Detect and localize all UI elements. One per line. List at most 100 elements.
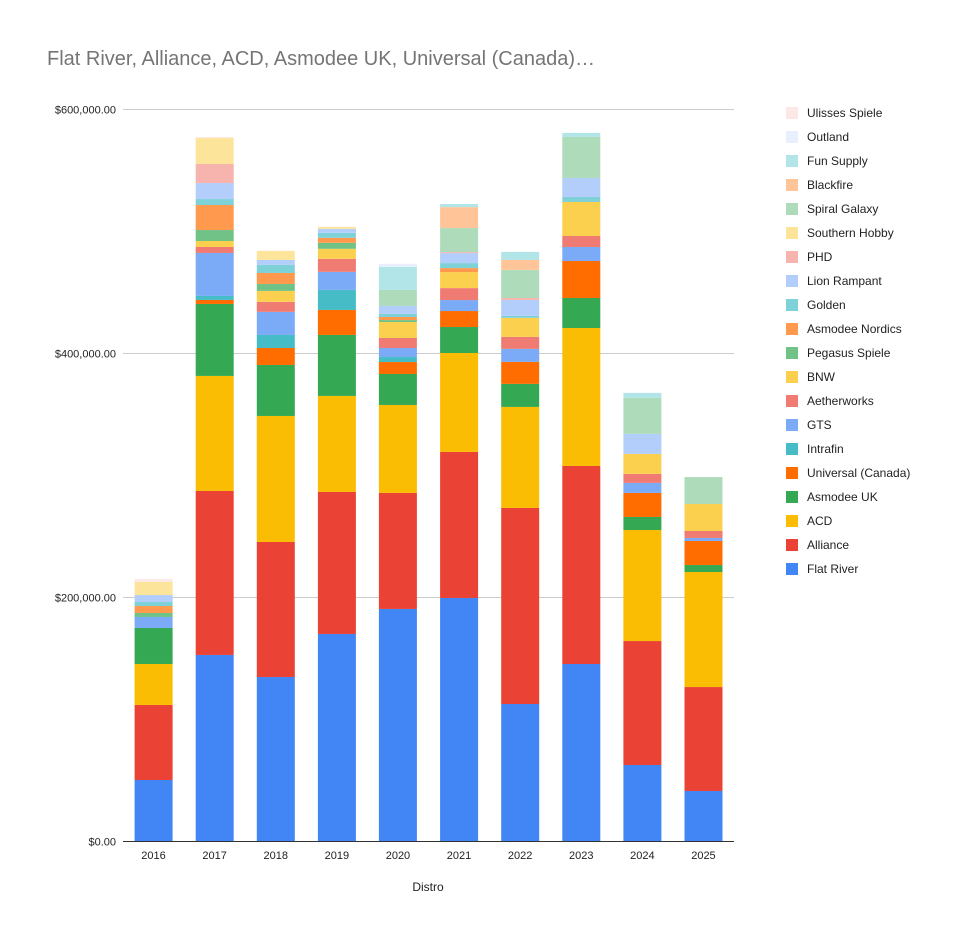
bar-segment [195,303,234,376]
bar-segment [378,322,417,338]
bar-segment [195,654,234,841]
bar-stack-2017 [195,137,234,841]
legend-swatch [786,203,798,215]
legend-label: GTS [807,418,832,432]
bar-segment [440,353,479,452]
legend-item[interactable]: Ulisses Spiele [786,101,910,125]
bar-segment [501,383,540,407]
bar-segment [195,241,234,247]
bar-stack-2016 [134,578,173,841]
legend-item[interactable]: Flat River [786,557,910,581]
bar-segment [684,565,723,572]
legend-item[interactable]: Golden [786,293,910,317]
bar-stack-2020 [378,263,417,841]
bar-segment [317,242,356,249]
bar-segment [623,397,662,434]
bar-segment [134,704,173,780]
bar-segment [440,288,479,301]
bar-segment [378,317,417,321]
chart-title: Flat River, Alliance, ACD, Asmodee UK, U… [47,48,595,70]
legend-swatch [786,323,798,335]
bar-segment [134,578,173,582]
bar-segment [378,289,417,306]
bar-segment [134,627,173,664]
legend-item[interactable]: PHD [786,245,910,269]
legend-label: Outland [807,130,850,144]
legend-swatch [786,299,798,311]
legend-label: Flat River [807,562,859,576]
bar-segment [378,266,417,290]
bar-segment [256,334,295,348]
bar-segment [317,228,356,233]
bar-segment [256,283,295,291]
legend-swatch [786,539,798,551]
bar-segment [562,246,601,262]
bar-segment [440,327,479,353]
legend-item[interactable]: Aetherworks [786,389,910,413]
bar-segment [684,571,723,688]
bar-segment [195,252,234,296]
legend-swatch [786,155,798,167]
bar-segment [440,228,479,253]
bar-stack-2021 [440,204,479,841]
bar-segment [317,232,356,238]
bar-segment [623,530,662,642]
legend-swatch [786,131,798,143]
legend-swatch [786,395,798,407]
bar-segment [134,663,173,705]
bar-segment [195,138,234,165]
legend-item[interactable]: Pegasus Spiele [786,341,910,365]
legend-item[interactable]: Spiral Galaxy [786,197,910,221]
legend-item[interactable]: BNW [786,365,910,389]
bar-segment [562,297,601,328]
bar-segment [684,504,723,531]
legend-item[interactable]: ACD [786,509,910,533]
bar-stack-2022 [501,251,540,841]
legend-item[interactable]: Southern Hobby [786,221,910,245]
bar-segment [256,272,295,284]
bar-segment [378,305,417,314]
legend-item[interactable]: Intrafin [786,437,910,461]
legend-item[interactable]: Asmodee UK [786,485,910,509]
bar-segment [623,764,662,841]
legend-swatch [786,347,798,359]
bar-segment [623,392,662,398]
bar-segment [134,606,173,613]
bar-segment [501,406,540,508]
bar-segment [195,164,234,184]
legend-label: ACD [807,514,833,528]
bar-segment [378,320,417,323]
bar-segment [317,226,356,229]
legend-label: Fun Supply [807,154,868,168]
bar-segment [501,361,540,384]
bar-segment [684,687,723,791]
bar-segment [501,317,540,337]
legend: Ulisses Spiele Outland Fun Supply Blackfire… [786,101,910,581]
bars [134,132,723,841]
legend-swatch [786,107,798,119]
legend-item[interactable]: Blackfire [786,173,910,197]
y-tick-label: $0.00 [88,837,116,849]
bar-segment [317,289,356,310]
legend-item[interactable]: Outland [786,125,910,149]
legend-item[interactable]: Asmodee Nordics [786,317,910,341]
bar-segment [684,790,723,841]
bar-segment [440,300,479,312]
legend-label: BNW [807,370,835,384]
legend-item[interactable]: Alliance [786,533,910,557]
legend-item[interactable]: Universal (Canada) [786,461,910,485]
legend-item[interactable]: GTS [786,413,910,437]
x-tick-label: 2021 [447,850,471,862]
bar-segment [378,263,417,267]
bar-segment [256,259,295,265]
bar-segment [501,315,540,318]
bar-segment [562,196,601,202]
legend-item[interactable]: Lion Rampant [786,269,910,293]
legend-label: Alliance [807,538,850,552]
bar-segment [562,465,601,664]
legend-item[interactable]: Fun Supply [786,149,910,173]
bar-segment [195,490,234,655]
legend-label: Southern Hobby [807,226,894,240]
bar-segment [317,395,356,492]
bar-segment [378,337,417,348]
